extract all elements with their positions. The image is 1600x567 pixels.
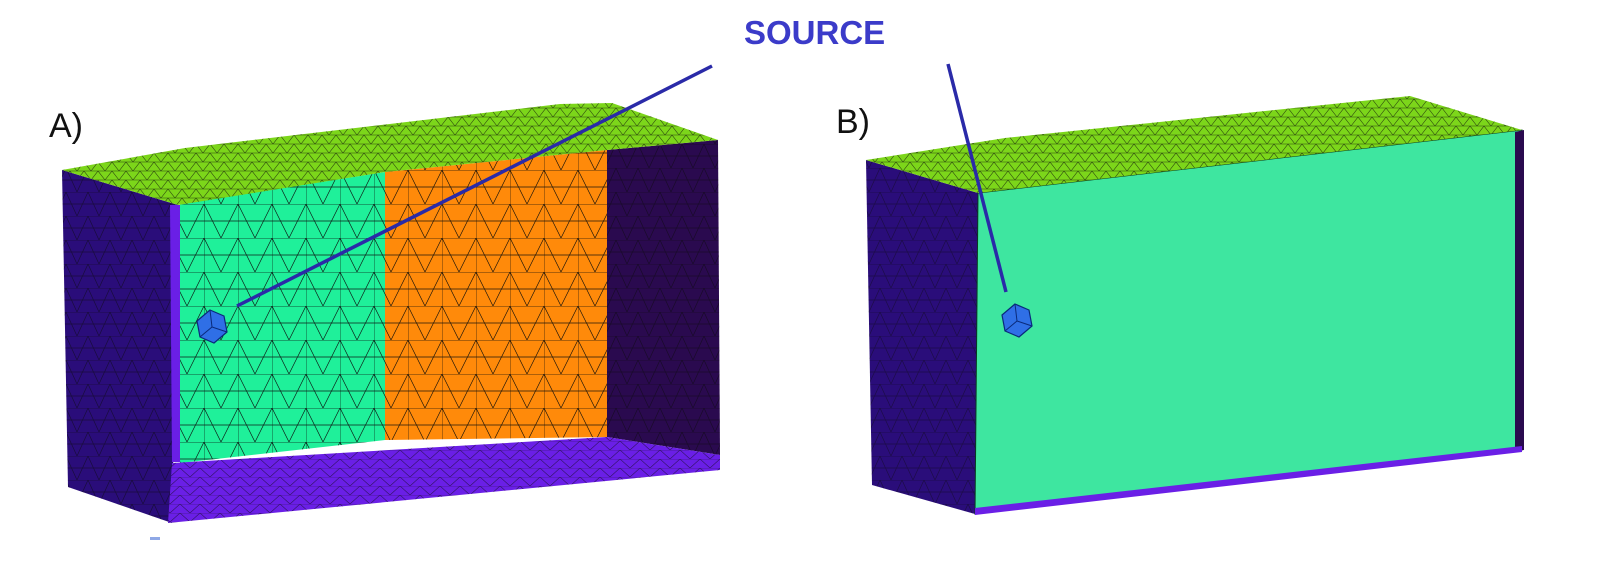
source-b-hexagon-icon <box>1001 303 1033 338</box>
panel-a: A) <box>49 103 720 523</box>
source-label: SOURCE <box>744 14 885 51</box>
source-a-hexagon-icon <box>196 309 228 344</box>
panel-a-label: A) <box>49 107 83 145</box>
panel-b-front-face <box>975 130 1522 514</box>
stray-mark <box>150 537 160 540</box>
source-leader-line-a <box>236 64 713 308</box>
source-leader-line-b <box>946 63 1008 293</box>
panel-b-right-edge <box>1515 130 1524 451</box>
panel-b-floor-edge <box>975 446 1522 515</box>
panel-b: B) <box>836 96 1524 515</box>
panel-b-label: B) <box>836 103 870 141</box>
panel-a-inner-strip <box>170 205 182 462</box>
